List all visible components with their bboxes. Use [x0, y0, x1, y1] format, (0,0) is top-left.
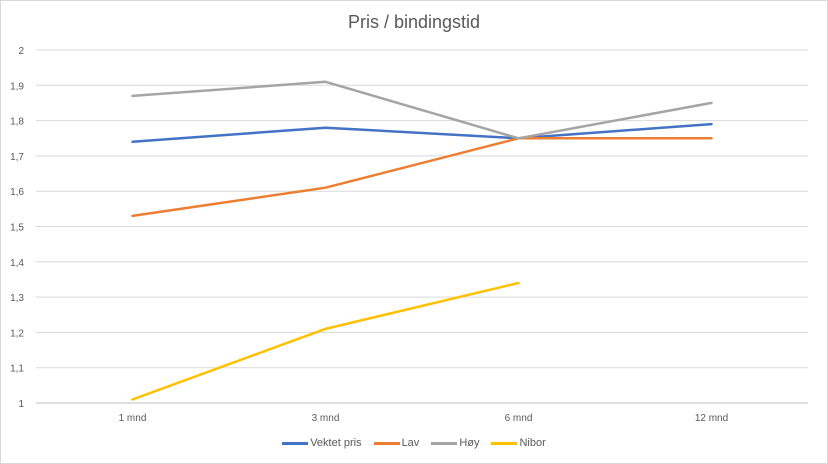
series-line-vektet-pris [131, 122, 713, 144]
x-tick-label: 3 mnd [312, 413, 340, 424]
legend: Vektet pris Lav Høy Nibor [0, 437, 828, 449]
legend-label: Høy [459, 437, 480, 449]
series-line-lav [131, 137, 713, 218]
y-axis: 1 1,1 1,2 1,3 1,4 1,5 1,6 1,7 1,8 1,9 2 [10, 46, 24, 410]
y-tick-label: 2 [18, 46, 24, 57]
legend-label: Vektet pris [310, 437, 362, 449]
y-tick-label: 1,2 [10, 328, 24, 339]
chart-title: Pris / bindingstid [347, 12, 481, 32]
y-tick-label: 1,4 [10, 258, 24, 269]
legend-label: Nibor [519, 437, 546, 449]
legend-item: Lav [373, 437, 420, 449]
legend-label: Lav [401, 437, 420, 449]
series-lines [131, 80, 713, 401]
legend-item: Høy [431, 437, 479, 449]
gridlines [36, 49, 808, 404]
y-tick-label: 1,1 [10, 364, 24, 375]
y-tick-label: 1,8 [10, 117, 24, 128]
y-tick-label: 1,6 [10, 187, 24, 198]
y-tick-label: 1,5 [10, 223, 24, 234]
y-tick-label: 1,9 [10, 81, 24, 92]
x-tick-label: 12 mnd [695, 413, 728, 424]
x-tick-label: 6 mnd [505, 413, 533, 424]
x-tick-label: 1 mnd [119, 413, 147, 424]
legend-swatch [282, 441, 309, 445]
series-line-høy [131, 80, 713, 140]
legend-swatch [491, 441, 518, 445]
legend-swatch [431, 441, 458, 445]
legend-item: Nibor [491, 437, 546, 449]
legend-item: Vektet pris [282, 437, 362, 449]
legend-swatch [373, 441, 400, 445]
y-tick-label: 1,7 [10, 152, 24, 163]
x-axis: 1 mnd 3 mnd 6 mnd 12 mnd [119, 413, 729, 424]
y-tick-label: 1,3 [10, 293, 24, 304]
y-tick-label: 1 [18, 399, 24, 410]
series-line-nibor [131, 281, 520, 401]
